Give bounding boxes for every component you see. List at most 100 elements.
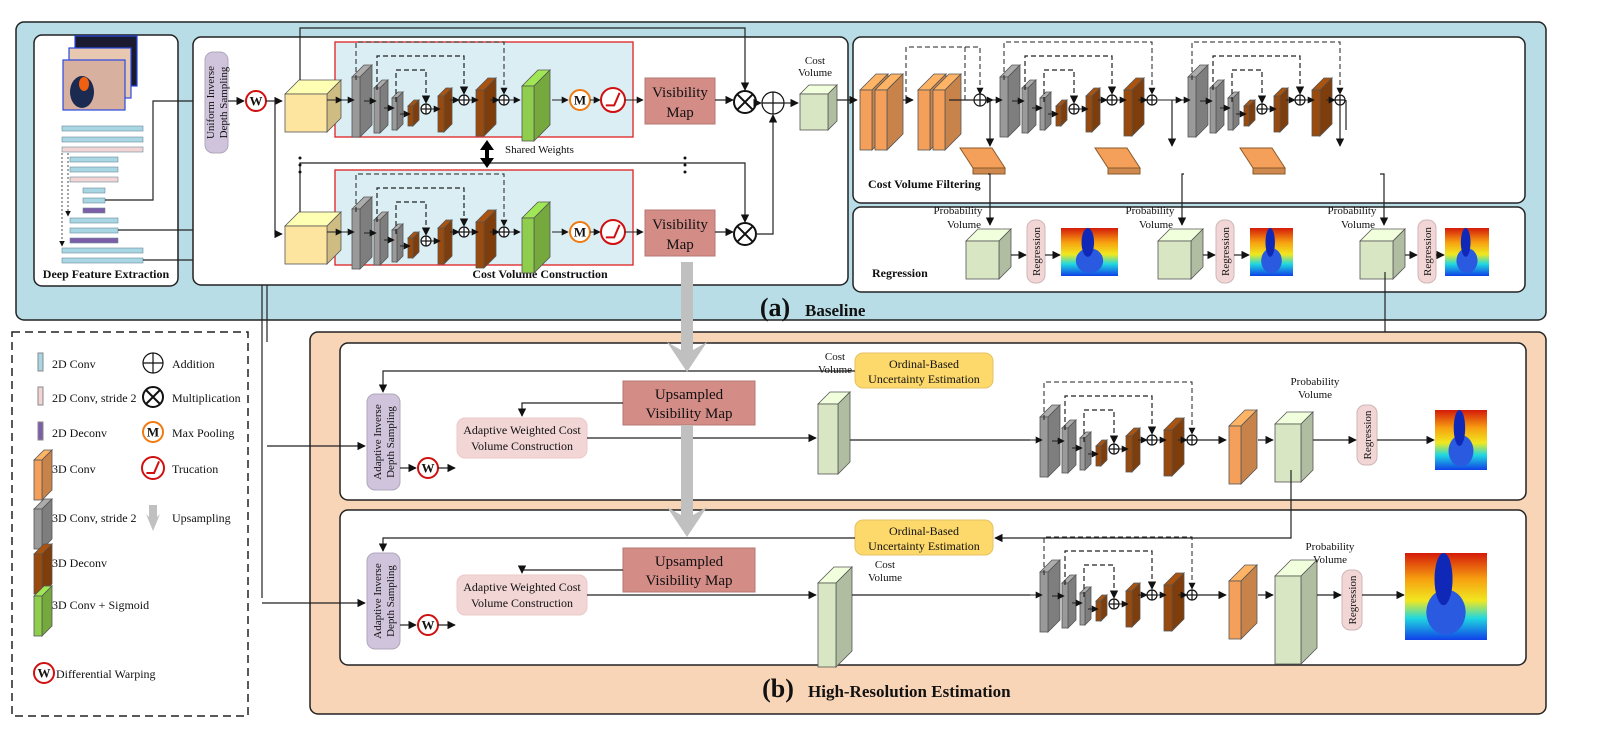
slab-front (817, 582, 837, 668)
adaptive-weighted-text: Volume Construction (471, 596, 573, 610)
regression-pill-text: Regression (1220, 227, 1232, 276)
circle-outline (141, 456, 165, 480)
slab-front (799, 93, 829, 131)
upsampled-vis-text: Upsampled (655, 554, 724, 570)
slab-front (1243, 105, 1250, 127)
glyph: M (574, 225, 586, 240)
skip-connection (376, 55, 469, 95)
3d-conv-stride2-block (1061, 574, 1077, 629)
3d-conv-sigmoid-block (521, 69, 551, 142)
3d-deconv-block (1125, 582, 1141, 628)
baseline-title: Baseline (805, 301, 866, 320)
3d-deconv-block (475, 77, 497, 137)
slab-side (1067, 574, 1077, 629)
slab-side (1084, 431, 1092, 471)
probability-volume-label: Volume (947, 219, 981, 231)
slab-front (1061, 427, 1069, 474)
depth-body (1456, 248, 1478, 274)
feature-layer-bar (61, 247, 144, 254)
addition-icon (1068, 103, 1080, 115)
feature-layer-bar (82, 187, 106, 194)
regression-pill-text: Regression (1347, 575, 1359, 624)
upsampled-vis-text: Visibility Map (645, 573, 732, 589)
probability-volume-label: Probability (934, 205, 983, 217)
feature-layer-bar (69, 166, 119, 173)
addition-icon (498, 226, 510, 238)
regression-pill (1026, 219, 1046, 284)
depth-body (1448, 435, 1474, 467)
circle-outline (600, 219, 626, 245)
depth-head (1453, 410, 1466, 446)
3d-conv-stride2-block (1021, 79, 1037, 134)
ellipsis-dot (683, 170, 687, 174)
addition-icon (420, 235, 432, 247)
slab-front (1079, 592, 1086, 626)
regression-pill-text: Regression (1362, 410, 1374, 459)
slab-front (917, 89, 931, 151)
slab-front (475, 221, 485, 269)
legend-label: 2D Deconv (52, 426, 107, 440)
slab-front (1039, 416, 1049, 478)
slab-side (1044, 91, 1052, 131)
probability-volume-slab (1274, 559, 1318, 665)
ordinal-text: Uncertainty Estimation (868, 372, 980, 386)
slab-front (1359, 240, 1394, 280)
slab-front (859, 89, 873, 151)
skip-connection (1043, 69, 1079, 104)
3d-deconv-block (1055, 99, 1068, 127)
depth-head (1265, 228, 1275, 257)
cost-volume-label: Cost (805, 55, 825, 67)
vis-to-cost-arrow (517, 402, 623, 417)
3d-deconv-block (437, 87, 453, 133)
probability-volume-label: Probability (1291, 376, 1340, 388)
truncation-icon (141, 456, 165, 480)
slab-front (874, 89, 888, 151)
adaptive-sampling-pill-text: Depth Sampling (385, 565, 397, 637)
3d-conv-block (1228, 409, 1258, 485)
slab-front (1085, 95, 1093, 133)
cost-volume-slab (817, 566, 853, 668)
cost-volume-label: Cost (825, 351, 845, 363)
flat-front (972, 167, 1006, 175)
3d-conv-stride2-block (1227, 91, 1240, 131)
3d-conv-stride2-block (373, 211, 389, 266)
addition-icon (142, 352, 164, 374)
slab-side (837, 391, 851, 475)
depth-head (1460, 228, 1471, 257)
slab-front (351, 76, 361, 138)
slab-side (396, 91, 404, 131)
ordinal-to-sampling-arrow (378, 537, 855, 552)
ellipsis-dot (683, 156, 687, 160)
skip-connection (355, 41, 508, 95)
probability-volume-slab (1274, 411, 1314, 483)
3d-conv-sigmoid-block (521, 201, 551, 274)
skip-connection (1024, 55, 1117, 95)
regression-pill-text: Regression (1031, 227, 1043, 276)
addition-icon (420, 103, 432, 115)
3d-conv-flat-block (1094, 147, 1141, 175)
3d-conv-stride2-block (1079, 431, 1092, 471)
3d-deconv-block (1123, 77, 1145, 137)
3d-conv-flat-block (1239, 147, 1286, 175)
skip-connection (1043, 536, 1196, 590)
slab-front (521, 85, 535, 142)
probability-volume-label: Probability (1306, 541, 1355, 553)
addition-icon (761, 91, 785, 115)
slab-side (443, 219, 453, 265)
ellipsis-dot (683, 163, 687, 167)
upsampled-vis-text: Visibility Map (645, 406, 732, 422)
ordinal-text: Ordinal-Based (889, 524, 959, 538)
glyph: M (147, 425, 159, 440)
slab-front (373, 87, 381, 134)
depth-head (1081, 228, 1095, 257)
legend-label: Trucation (172, 462, 218, 476)
slab-side (1067, 419, 1077, 474)
ordinal-to-sampling-arrow (378, 370, 855, 393)
regression-pill (1417, 219, 1437, 284)
slab-front (1311, 89, 1321, 137)
flat-front (1107, 167, 1141, 175)
addition-icon (1186, 434, 1198, 446)
slab-side (1300, 411, 1314, 483)
max-pooling-icon (142, 421, 164, 443)
